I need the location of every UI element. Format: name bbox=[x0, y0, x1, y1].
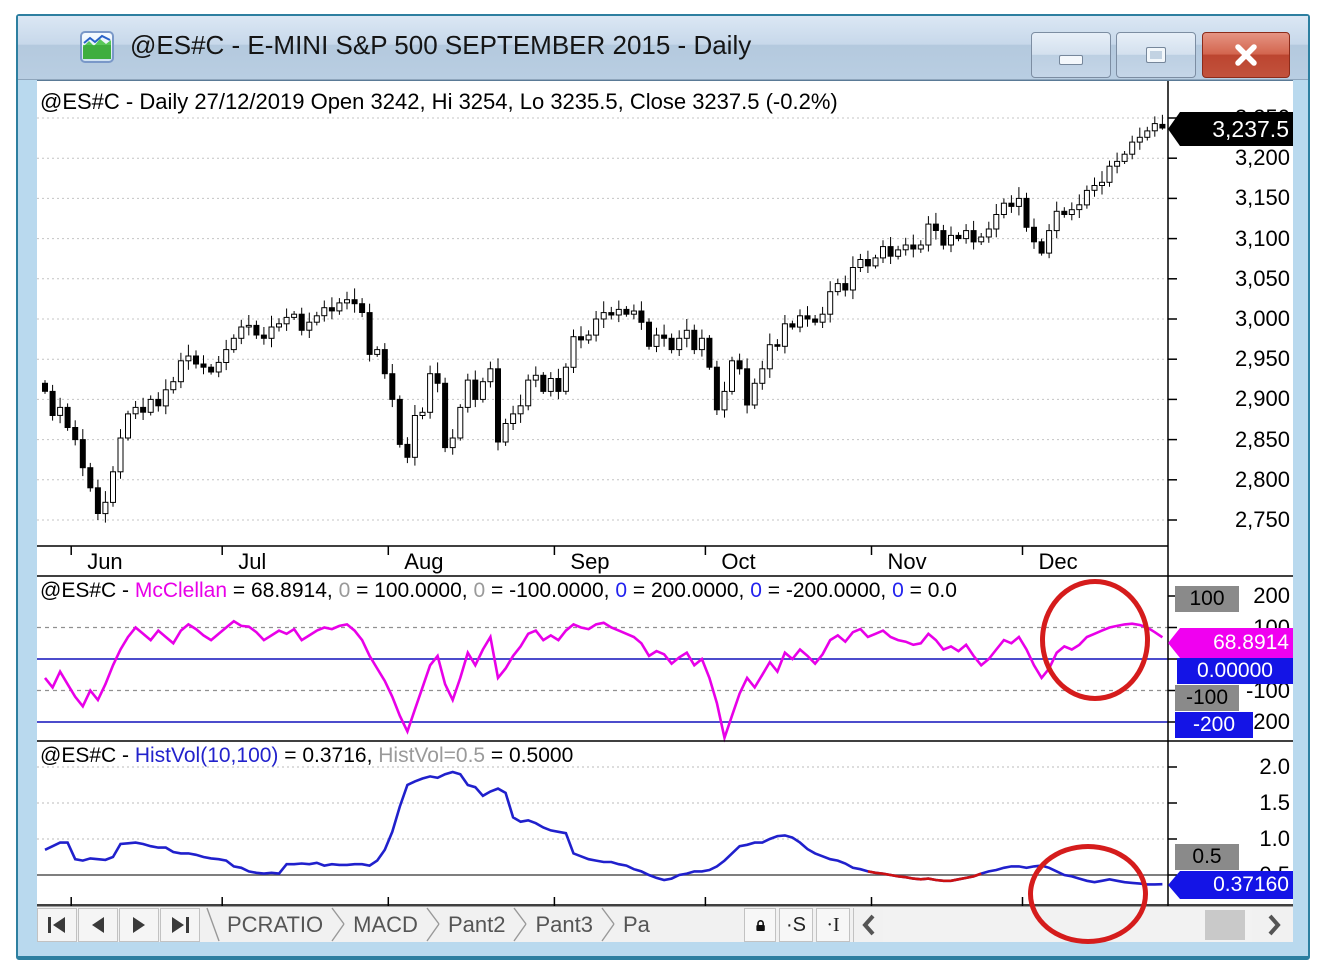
axis-label: 2,900 bbox=[1234, 386, 1290, 412]
axis-label: 2,750 bbox=[1234, 507, 1290, 532]
prev-sheet-button[interactable] bbox=[78, 908, 118, 942]
mcclellan-value-badge: 68.8914 bbox=[1168, 628, 1293, 658]
axis-label: 3,050 bbox=[1234, 265, 1290, 291]
header-segment: 0 bbox=[615, 579, 628, 602]
app-window: @ES#C - E-MINI S&P 500 SEPTEMBER 2015 - … bbox=[16, 14, 1310, 960]
header-segment: @ES#C - bbox=[40, 579, 135, 602]
annotation-circle-mcclellan bbox=[1040, 579, 1150, 701]
chart-app-icon bbox=[80, 31, 114, 63]
chevron-right-icon bbox=[1268, 914, 1281, 936]
sheet-tab-macd[interactable]: MACD bbox=[353, 911, 418, 937]
histvol-badge-half: 0.5 bbox=[1175, 844, 1239, 870]
sheet-tab-pcratio[interactable]: PCRATIO bbox=[227, 911, 324, 937]
histvol-value-badge: 0.37160 bbox=[1168, 871, 1293, 899]
lock-button[interactable] bbox=[744, 908, 776, 942]
axis-label: 3,000 bbox=[1234, 306, 1290, 331]
axis-label: 3,200 bbox=[1234, 145, 1290, 171]
first-page-icon bbox=[48, 917, 65, 933]
scroll-left-button[interactable] bbox=[853, 908, 883, 942]
header-segment: 0 bbox=[338, 579, 351, 602]
maximize-icon bbox=[1146, 47, 1166, 63]
histvol-header: @ES#C - HistVol(10,100) = 0.3716, HistVo… bbox=[40, 743, 1166, 769]
header-segment: McClellan bbox=[134, 579, 228, 602]
header-segment: 0 bbox=[473, 579, 486, 602]
mcclellan-badge-neg200: -200 bbox=[1175, 712, 1253, 738]
header-segment: = 0.0 bbox=[903, 579, 957, 602]
month-label: Aug bbox=[404, 549, 444, 574]
last-price-badge: 3,237.5 bbox=[1168, 112, 1293, 146]
i-button[interactable]: ·I bbox=[816, 908, 850, 942]
axis-label: 1.5 bbox=[1259, 790, 1290, 815]
h-scrollbar-thumb[interactable] bbox=[1205, 910, 1245, 940]
last-page-icon bbox=[172, 917, 189, 933]
tab-separator bbox=[426, 907, 440, 942]
sheet-tab-pant3[interactable]: Pant3 bbox=[535, 911, 593, 937]
minimize-icon bbox=[1059, 55, 1083, 65]
close-icon bbox=[1235, 44, 1257, 66]
main-chart-header: @ES#C - Daily 27/12/2019 Open 3242, Hi 3… bbox=[40, 89, 838, 114]
prev-page-icon bbox=[92, 917, 104, 933]
header-segment: @ES#C - bbox=[40, 744, 135, 767]
annotation-circle-histvol bbox=[1028, 844, 1148, 944]
first-sheet-button[interactable] bbox=[37, 908, 77, 942]
next-sheet-button[interactable] bbox=[119, 908, 159, 942]
next-page-icon bbox=[133, 917, 145, 933]
axis-label: 1.0 bbox=[1259, 826, 1290, 851]
tab-separator bbox=[513, 907, 528, 942]
tab-separator bbox=[601, 907, 615, 942]
mcclellan-badge-neg100: -100 bbox=[1175, 685, 1239, 711]
tab-separator bbox=[331, 907, 345, 942]
month-label: Dec bbox=[1038, 549, 1078, 574]
axis-label: 3,150 bbox=[1234, 185, 1290, 211]
axis-labels-layer: 3,2503,2003,1503,1003,0503,0002,9502,900… bbox=[37, 81, 1293, 906]
header-segment: = 100.0000, bbox=[350, 579, 474, 602]
header-segment: = 200.0000, bbox=[627, 579, 751, 602]
sheet-tab-pant2[interactable]: Pant2 bbox=[447, 911, 506, 937]
header-segment: = 0.5000 bbox=[485, 744, 574, 767]
axis-label: 200 bbox=[1253, 583, 1290, 608]
header-segment: = -100.0000, bbox=[485, 579, 616, 602]
header-segment: = 0.3716, bbox=[278, 744, 379, 767]
header-segment: 0 bbox=[750, 579, 762, 602]
close-button[interactable] bbox=[1202, 32, 1290, 78]
chart-workspace: 3,2503,2003,1503,1003,0503,0002,9502,900… bbox=[37, 80, 1293, 944]
month-label: Jul bbox=[238, 549, 267, 574]
header-segment: 0 bbox=[892, 579, 904, 602]
axis-label: 2,950 bbox=[1234, 346, 1290, 372]
mcclellan-badge-100: 100 bbox=[1175, 586, 1239, 612]
lock-icon bbox=[756, 919, 765, 931]
title-bar[interactable]: @ES#C - E-MINI S&P 500 SEPTEMBER 2015 - … bbox=[18, 16, 1308, 80]
i-button-label: ·I bbox=[826, 913, 840, 936]
chevron-left-icon bbox=[861, 914, 874, 936]
charts-canvas bbox=[37, 81, 1293, 906]
month-label: Jun bbox=[87, 549, 123, 574]
axis-label: 2,850 bbox=[1234, 426, 1290, 452]
maximize-button[interactable] bbox=[1116, 32, 1196, 78]
header-segment: HistVol=0.5 bbox=[378, 744, 486, 767]
last-sheet-button[interactable] bbox=[160, 908, 200, 942]
month-label: Oct bbox=[721, 549, 756, 574]
header-segment: HistVol(10,100) bbox=[134, 744, 279, 767]
header-segment: = -200.0000, bbox=[761, 579, 893, 602]
month-label: Nov bbox=[887, 549, 927, 574]
mcclellan-header: @ES#C - McClellan = 68.8914, 0 = 100.000… bbox=[40, 578, 1166, 604]
header-segment: = 68.8914, bbox=[227, 579, 339, 602]
axis-label: 3,100 bbox=[1234, 225, 1290, 251]
sheet-tabs: PCRATIO MACD Pant2 Pant3 Pa bbox=[203, 907, 743, 942]
mcclellan-badge-zero: 0.00000 bbox=[1177, 658, 1293, 684]
tab-separator bbox=[206, 907, 220, 942]
s-button-label: ·S bbox=[786, 913, 806, 936]
month-label: Sep bbox=[570, 549, 610, 574]
window-title: @ES#C - E-MINI S&P 500 SEPTEMBER 2015 - … bbox=[130, 30, 752, 60]
axis-label: 2.0 bbox=[1259, 754, 1290, 779]
scroll-right-button[interactable] bbox=[1259, 908, 1289, 942]
minimize-button[interactable] bbox=[1031, 32, 1111, 78]
axis-label: 2,800 bbox=[1234, 466, 1290, 492]
axis-label: -200 bbox=[1245, 709, 1290, 734]
s-button[interactable]: ·S bbox=[779, 908, 813, 942]
sheet-tab-pa[interactable]: Pa bbox=[622, 911, 650, 937]
